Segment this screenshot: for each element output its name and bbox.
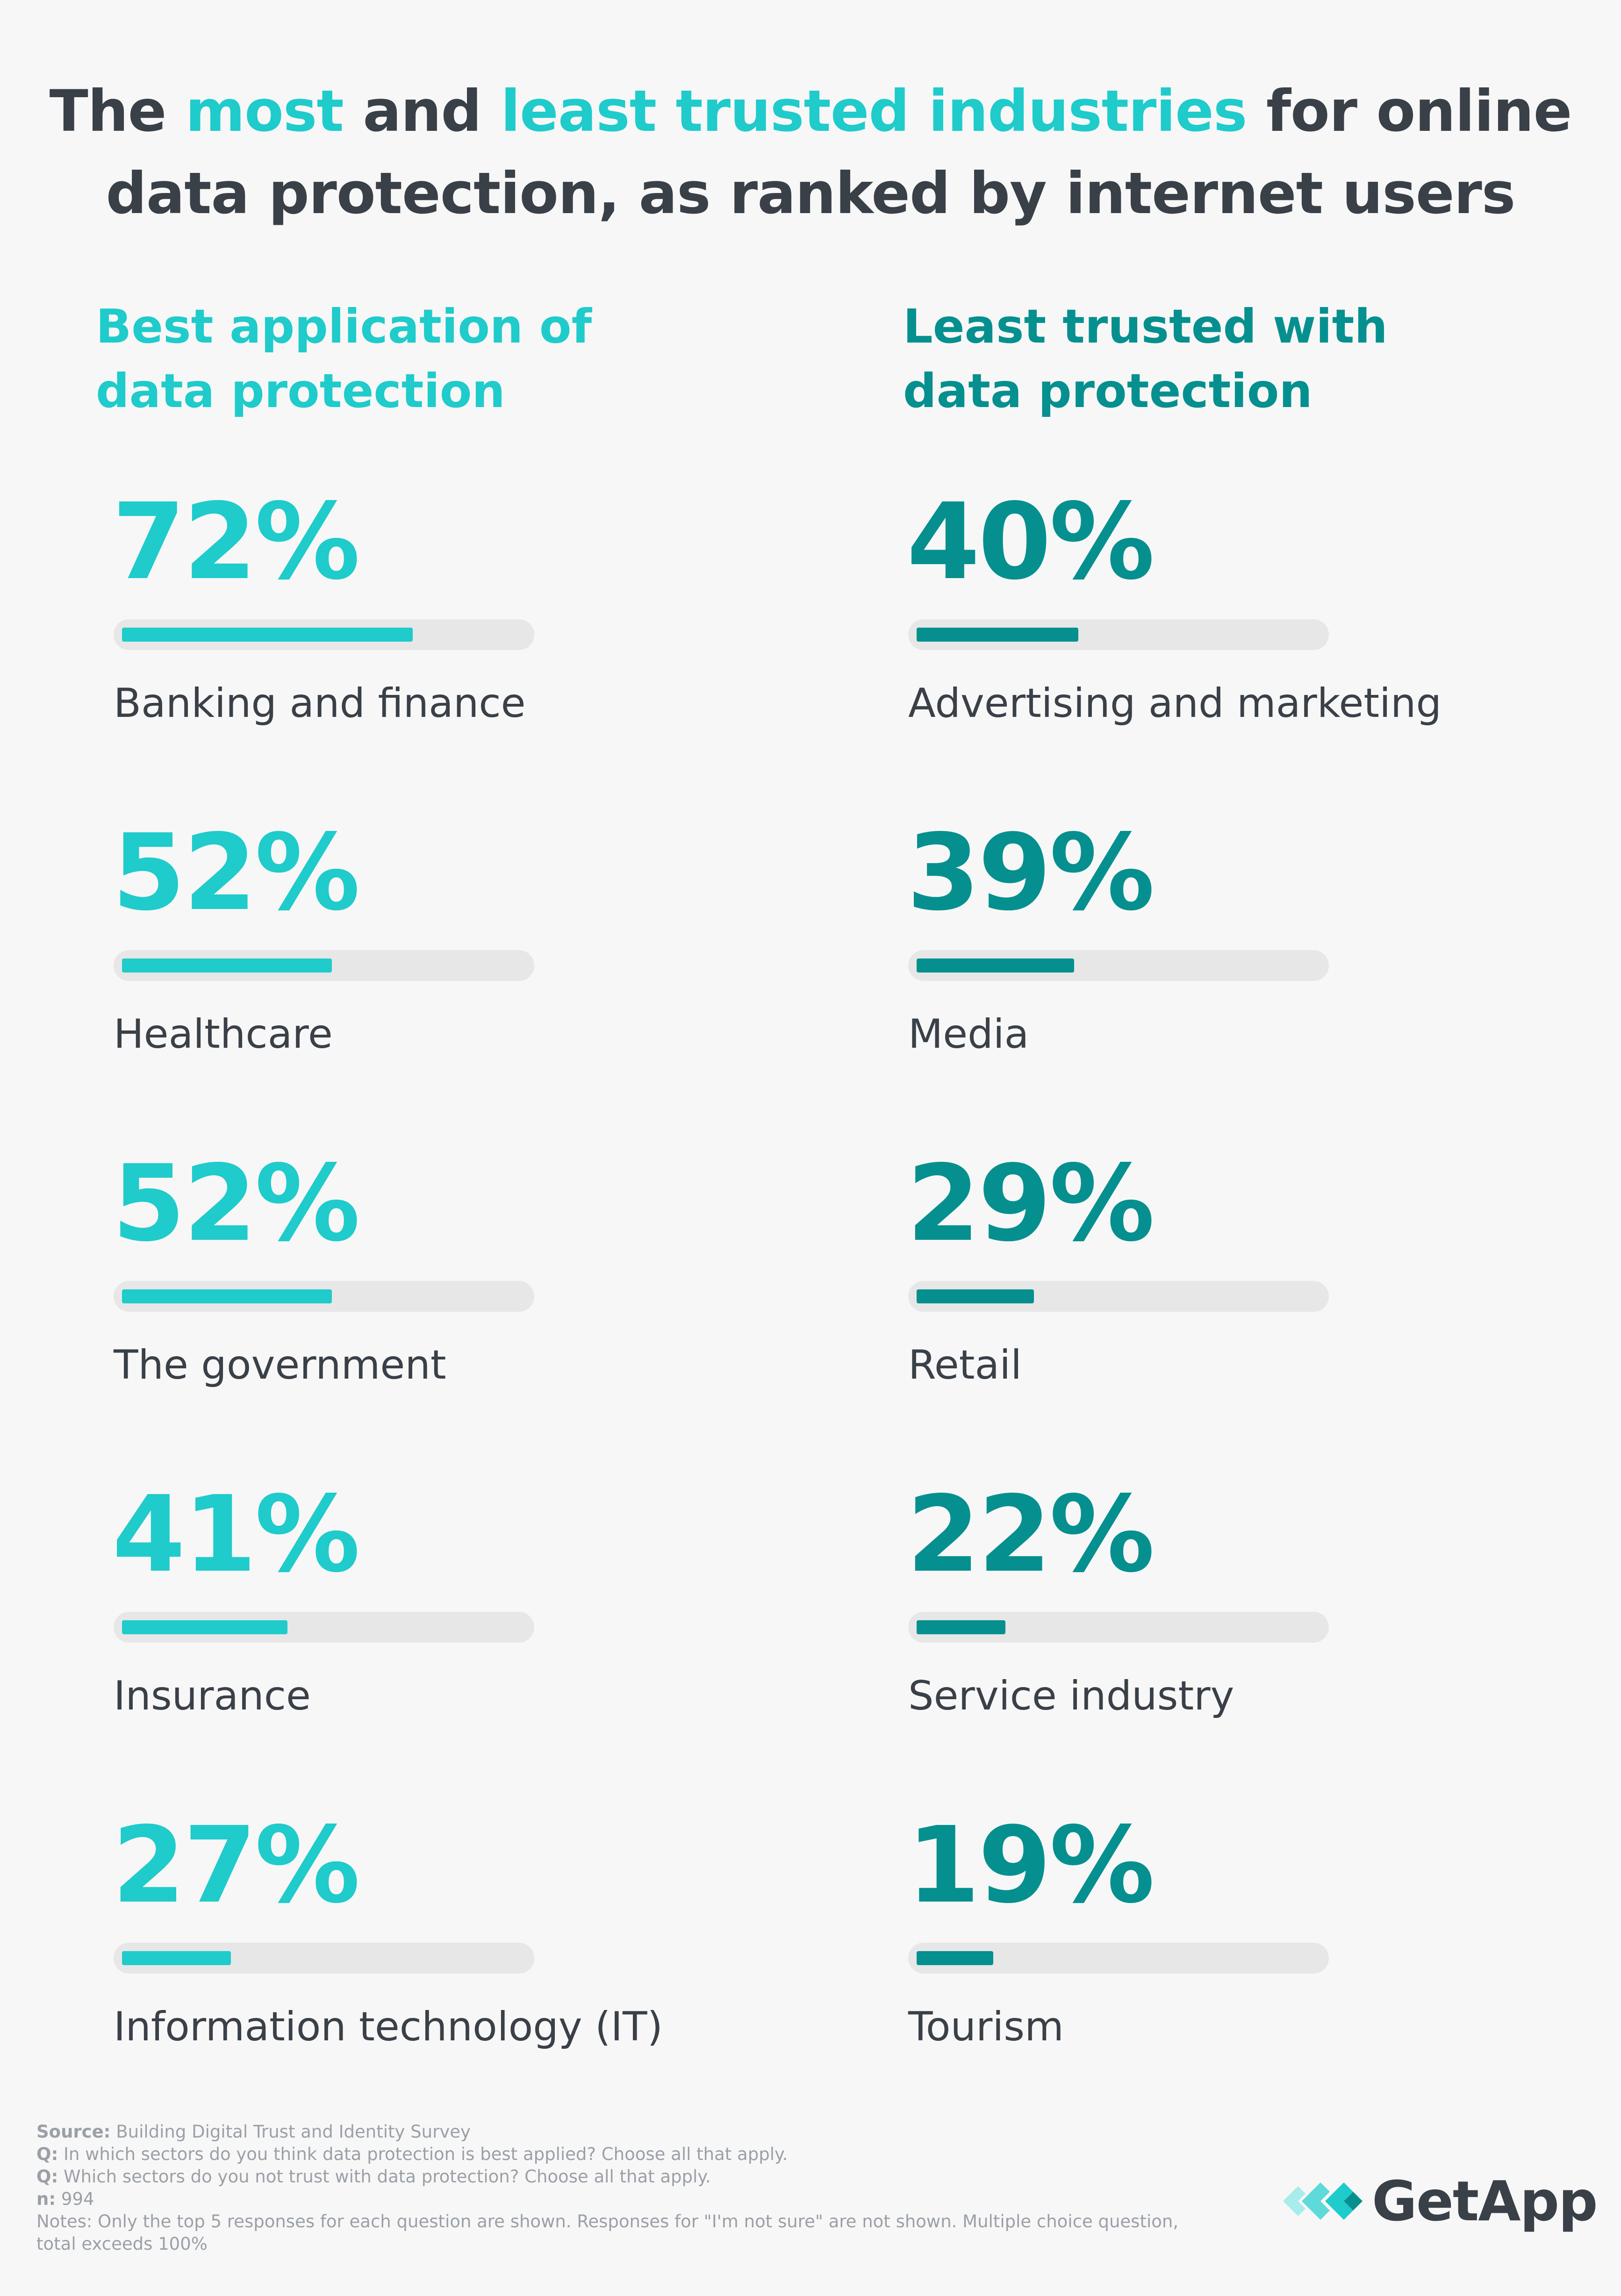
best-item: 52% Healthcare <box>96 817 797 1079</box>
question-1: Q: In which sectors do you think data pr… <box>36 2143 1182 2166</box>
best-bar-track <box>114 1943 534 1974</box>
best-bar-track <box>114 1281 534 1312</box>
least-value-label: 40% <box>907 481 1155 603</box>
best-category-label: Insurance <box>114 1673 311 1719</box>
best-value-label: 52% <box>112 812 360 934</box>
least-item: 19% Tourism <box>890 1810 1592 2071</box>
best-category-label: Healthcare <box>114 1011 333 1058</box>
least-heading-line-1: Least trusted with <box>903 299 1388 354</box>
footnotes: Source: Building Digital Trust and Ident… <box>36 2121 1182 2255</box>
q1-text: In which sectors do you think data prote… <box>58 2144 788 2164</box>
best-category-label: The government <box>114 1342 446 1388</box>
least-category-label: Media <box>908 1011 1029 1058</box>
least-bar <box>917 1951 993 1965</box>
best-bar <box>122 1289 332 1303</box>
best-bar <box>122 628 413 642</box>
best-value-label: 52% <box>112 1143 360 1265</box>
least-bar <box>917 1289 1034 1303</box>
source-label: Source: <box>36 2122 111 2142</box>
sample-size: n: 994 <box>36 2188 1182 2210</box>
least-value-label: 29% <box>907 1143 1155 1265</box>
q2-text: Which sectors do you not trust with data… <box>58 2167 711 2187</box>
best-bar <box>122 1951 231 1965</box>
best-heading-line-1: Best application of <box>96 299 592 354</box>
best-category-label: Banking and finance <box>114 680 526 727</box>
least-bar <box>917 628 1078 642</box>
least-bar-track <box>908 1612 1329 1643</box>
title-highlight-least: least trusted industries <box>501 78 1247 144</box>
best-bar-track <box>114 1612 534 1643</box>
best-item: 27% Information technology (IT) <box>96 1810 797 2071</box>
question-2: Q: Which sectors do you not trust with d… <box>36 2166 1182 2188</box>
source-line: Source: Building Digital Trust and Ident… <box>36 2121 1182 2143</box>
q2-label: Q: <box>36 2167 58 2187</box>
best-bar <box>122 1620 287 1634</box>
notes: Notes: Only the top 5 responses for each… <box>36 2211 1179 2254</box>
least-category-label: Retail <box>908 1342 1022 1388</box>
best-heading-line-2: data protection <box>96 364 505 418</box>
least-category-label: Advertising and marketing <box>908 680 1442 727</box>
best-bar-track <box>114 950 534 981</box>
best-bar <box>122 958 332 973</box>
least-value-label: 19% <box>907 1804 1155 1927</box>
least-item: 40% Advertising and marketing <box>890 486 1592 748</box>
title-text: for online <box>1247 78 1572 144</box>
q1-label: Q: <box>36 2144 58 2164</box>
least-value-label: 39% <box>907 812 1155 934</box>
least-bar-track <box>908 950 1329 981</box>
getapp-chevrons-icon <box>1283 2182 1363 2220</box>
getapp-logo: GetApp <box>1283 2168 1598 2234</box>
least-heading-line-2: data protection <box>903 364 1313 418</box>
least-column-heading: Least trusted with data protection <box>903 294 1511 423</box>
least-item: 29% Retail <box>890 1148 1592 1409</box>
page-title: The most and least trusted industries fo… <box>0 70 1621 235</box>
logo-text: GetApp <box>1372 2169 1598 2233</box>
best-item: 52% The government <box>96 1148 797 1409</box>
best-value-label: 72% <box>112 481 360 603</box>
least-category-label: Tourism <box>908 2003 1064 2050</box>
best-category-label: Information technology (IT) <box>114 2003 663 2050</box>
least-bar <box>917 1620 1005 1634</box>
least-item: 22% Service industry <box>890 1479 1592 1740</box>
least-item: 39% Media <box>890 817 1592 1079</box>
title-text: and <box>343 78 501 144</box>
best-bar-track <box>114 619 534 650</box>
title-line-1: The most and least trusted industries fo… <box>0 70 1621 152</box>
least-bar-track <box>908 1281 1329 1312</box>
title-text: The <box>49 78 186 144</box>
best-column-heading: Best application of data protection <box>96 294 703 423</box>
least-category-label: Service industry <box>908 1673 1234 1719</box>
best-item: 72% Banking and finance <box>96 486 797 748</box>
best-item: 41% Insurance <box>96 1479 797 1740</box>
best-value-label: 27% <box>112 1804 360 1927</box>
n-label: n: <box>36 2189 56 2209</box>
title-line-2: data protection, as ranked by internet u… <box>106 160 1516 227</box>
source-text: Building Digital Trust and Identity Surv… <box>110 2122 471 2142</box>
least-value-label: 22% <box>907 1473 1155 1596</box>
title-highlight-most: most <box>185 78 344 144</box>
best-value-label: 41% <box>112 1473 360 1596</box>
least-bar <box>917 958 1074 973</box>
least-bar-track <box>908 619 1329 650</box>
least-bar-track <box>908 1943 1329 1974</box>
n-text: 994 <box>56 2189 94 2209</box>
